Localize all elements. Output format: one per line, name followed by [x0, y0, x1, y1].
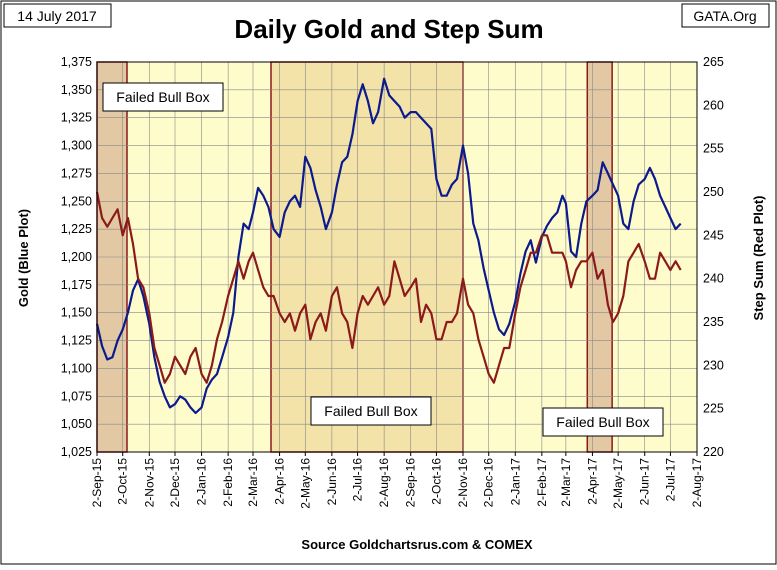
plot-frame [96, 61, 698, 453]
x-tick-label: 2-Jan-16 [195, 458, 209, 506]
y-tick-label-left: 1,325 [61, 111, 92, 125]
box-label: Failed Bull Box [324, 403, 417, 419]
y-tick-label-right: 255 [703, 142, 724, 156]
x-tick-label: 2-Dec-15 [168, 458, 182, 508]
y-axis-left: 1,025 1,050 1,075 1,100 1,125 1,150 1,175 1,200… [61, 55, 92, 459]
x-tick-label: 2-Mar-16 [246, 458, 260, 507]
box-label-frame [102, 82, 224, 112]
x-tick-label: 2-Sep-15 [90, 458, 104, 508]
box-label-frame [310, 396, 432, 426]
y-axis-left-label: Gold (Blue Plot) [16, 209, 31, 307]
box-labels: Failed Bull Box Failed Bull Box Failed Bul… [102, 82, 664, 437]
step-sum-line [95, 191, 682, 384]
x-tick-label: 2-Apr-16 [273, 458, 287, 505]
plot-border [96, 61, 698, 453]
date-label: 14 July 2017 [17, 8, 97, 24]
x-tick-label: 2-Jan-17 [508, 458, 522, 506]
y-tick-label-right: 220 [703, 445, 724, 459]
y-tick-label-left: 1,250 [61, 194, 92, 208]
x-tick-label: 2-Jul-16 [351, 458, 365, 502]
x-tick-label: 2-Oct-15 [116, 458, 130, 505]
chart-title: Daily Gold and Step Sum [234, 14, 543, 44]
y-axis-right: 220 225 230 235 240 245 250 255 260 265 [703, 55, 724, 459]
x-tick-label: 2-Apr-17 [585, 458, 599, 505]
series-lines [95, 77, 682, 415]
x-axis: 2-Sep-15 2-Oct-15 2-Nov-15 2-Dec-15 2-Jan-16… [90, 452, 704, 509]
y-tick-label-right: 245 [703, 228, 724, 242]
x-tick-label: 2-Feb-16 [221, 458, 235, 507]
y-tick-label-right: 260 [703, 98, 724, 112]
x-tick-label: 2-Mar-17 [559, 458, 573, 507]
y-tick-label-left: 1,025 [61, 445, 92, 459]
y-tick-label-right: 265 [703, 55, 724, 69]
y-tick-label-right: 250 [703, 185, 724, 199]
y-tick-label-left: 1,075 [61, 389, 92, 403]
y-tick-label-left: 1,350 [61, 83, 92, 97]
y-tick-label-left: 1,375 [61, 55, 92, 69]
y-axis-right-label: Step Sum (Red Plot) [751, 196, 766, 321]
x-tick-label: 2-Jul-17 [663, 458, 677, 502]
y-tick-label-left: 1,275 [61, 166, 92, 180]
x-tick-label: 2-Feb-17 [535, 458, 549, 507]
box-label: Failed Bull Box [556, 414, 649, 430]
y-tick-label-left: 1,125 [61, 334, 92, 348]
x-tick-label: 2-Aug-16 [377, 458, 391, 508]
y-tick-label-left: 1,225 [61, 222, 92, 236]
x-tick-label: 2-Oct-16 [429, 458, 443, 505]
gold-price-line [95, 77, 682, 415]
y-tick-label-right: 230 [703, 358, 724, 372]
source-tag: GATA.Org [693, 8, 756, 24]
x-tick-label: 2-Nov-15 [142, 458, 156, 508]
x-tick-label: 2-Sep-16 [404, 458, 418, 508]
y-tick-label-left: 1,300 [61, 139, 92, 153]
y-tick-label-left: 1,150 [61, 306, 92, 320]
date-box [3, 3, 112, 28]
x-tick-label: 2-Nov-16 [456, 458, 470, 508]
source-tag-box [681, 3, 770, 28]
y-tick-label-left: 1,175 [61, 278, 92, 292]
y-tick-label-left: 1,100 [61, 361, 92, 375]
x-tick-label: 2-Jun-16 [325, 458, 339, 506]
footer-source: Source Goldchartsrus.com & COMEX [301, 537, 532, 552]
y-tick-label-left: 1,050 [61, 417, 92, 431]
x-tick-label: 2-May-17 [611, 458, 625, 509]
box-label: Failed Bull Box [116, 89, 209, 105]
x-tick-label: 2-Dec-16 [482, 458, 496, 508]
box-label-frame [542, 407, 664, 437]
x-tick-label: 2-May-16 [298, 458, 312, 509]
y-tick-label-right: 240 [703, 272, 724, 286]
y-tick-label-right: 235 [703, 315, 724, 329]
x-tick-label: 2-Aug-17 [690, 458, 704, 508]
y-tick-label-right: 225 [703, 402, 724, 416]
x-tick-label: 2-Jun-17 [638, 458, 652, 506]
y-tick-label-left: 1,200 [61, 250, 92, 264]
